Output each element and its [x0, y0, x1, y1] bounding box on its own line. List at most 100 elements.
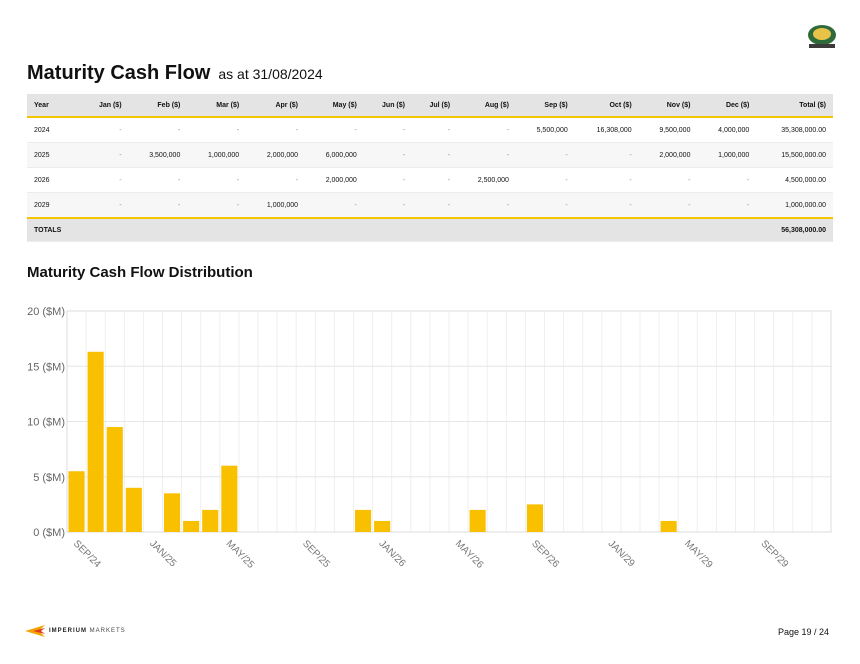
y-tick-label: 20 ($M) [27, 306, 65, 318]
table-cell: 2,500,000 [457, 167, 516, 193]
year-cell: 2026 [27, 167, 81, 193]
empty-cell [246, 217, 306, 242]
empty-cell [305, 217, 364, 242]
page-header: Maturity Cash Flow as at 31/08/2024 [27, 62, 323, 85]
table-cell: 4,000,000 [697, 117, 757, 143]
totals-row: TOTALS 56,308,000.00 [27, 217, 833, 242]
table-cell: 2,000,000 [305, 167, 364, 193]
table-cell: - [411, 167, 458, 193]
bar [526, 504, 543, 532]
table-cell: - [128, 117, 188, 143]
table-cell: 35,308,000.00 [756, 117, 833, 143]
column-header: Dec ($) [697, 94, 757, 118]
bar [374, 520, 391, 532]
column-header: Year [27, 94, 81, 118]
table-cell: 1,000,000 [187, 142, 247, 168]
imperium-arrow-icon [25, 625, 45, 637]
table-cell: - [187, 167, 247, 193]
table-row: 2026- - - -2,000,000- -2,500,000- - - -4,500,00… [27, 167, 833, 193]
page-subtitle: as at 31/08/2024 [218, 66, 323, 82]
column-header: Nov ($) [638, 94, 698, 118]
y-tick-label: 15 ($M) [27, 361, 65, 373]
table-row: 2029- - -1,000,000- - - - - - - -1,000,000.00 [27, 192, 833, 219]
empty-cell [638, 217, 698, 242]
table-row: 2024- - - - - - - -5,500,000 16,308,000 9,500,000… [27, 117, 833, 143]
table-cell: - [697, 167, 757, 193]
table-cell: 2,000,000 [638, 142, 698, 168]
bar [87, 351, 104, 532]
table-row: 2025-3,500,000 1,000,000 2,000,000 6,000,00… [27, 142, 833, 168]
x-tick-label: SEP/24 [71, 538, 103, 570]
table-cell: - [411, 117, 458, 143]
page-number: Page 19 / 24 [777, 627, 829, 637]
table-header-row: Year Jan ($) Feb ($) Mar ($) Apr ($) May ($) J… [27, 94, 833, 118]
table-cell: - [363, 117, 412, 143]
empty-cell [80, 217, 129, 242]
x-tick-label: MAY/26 [453, 538, 486, 571]
chart-title: Maturity Cash Flow Distribution [27, 264, 253, 281]
table-cell: - [187, 192, 247, 219]
column-header: Aug ($) [457, 94, 516, 118]
table-cell: - [128, 192, 188, 219]
table-cell: 1,000,000 [246, 192, 306, 219]
y-tick-label: 10 ($M) [27, 417, 65, 429]
bar [164, 493, 181, 532]
empty-cell [697, 217, 757, 242]
table-cell: - [363, 192, 412, 219]
maturity-cash-flow-table: Year Jan ($) Feb ($) Mar ($) Apr ($) May ($) J… [27, 94, 833, 242]
table-cell: - [246, 167, 306, 193]
empty-cell [574, 217, 639, 242]
table-cell: - [638, 192, 698, 219]
table-cell: - [80, 142, 129, 168]
totals-value: 56,308,000.00 [756, 217, 833, 242]
table-cell: - [515, 142, 575, 168]
bar [221, 465, 238, 532]
totals-label: TOTALS [27, 217, 81, 242]
table-cell: - [574, 192, 639, 219]
table-cell: - [80, 117, 129, 143]
table-cell: 5,500,000 [515, 117, 575, 143]
x-tick-label: MAY/25 [224, 538, 257, 571]
empty-cell [187, 217, 247, 242]
column-header: Jul ($) [411, 94, 458, 118]
empty-cell [515, 217, 575, 242]
x-tick-label: JAN/26 [376, 538, 407, 569]
table-cell: - [515, 192, 575, 219]
year-cell: 2029 [27, 192, 81, 219]
table-cell: 2,000,000 [246, 142, 306, 168]
column-header: Total ($) [756, 94, 833, 118]
footer-brand: IMPERIUM MARKETS [25, 625, 126, 637]
table-cell: 9,500,000 [638, 117, 698, 143]
table-cell: - [363, 167, 412, 193]
table-cell: - [574, 167, 639, 193]
table-cell: 1,000,000.00 [756, 192, 833, 219]
column-header: Mar ($) [187, 94, 247, 118]
table-cell: 3,500,000 [128, 142, 188, 168]
table-cell: - [187, 117, 247, 143]
table-cell: - [80, 192, 129, 219]
empty-cell [411, 217, 458, 242]
column-header: Sep ($) [515, 94, 575, 118]
x-tick-label: SEP/29 [758, 538, 790, 570]
table-cell: - [457, 192, 516, 219]
bar [355, 509, 372, 532]
bar [202, 509, 219, 532]
bar [106, 427, 123, 532]
y-tick-label: 0 ($M) [33, 527, 65, 539]
table-cell: 6,000,000 [305, 142, 364, 168]
x-tick-label: JAN/29 [606, 538, 637, 569]
table-cell: - [411, 192, 458, 219]
table-cell: 4,500,000.00 [756, 167, 833, 193]
column-header: Jan ($) [80, 94, 129, 118]
table-cell: - [305, 192, 364, 219]
table-cell: 15,500,000.00 [756, 142, 833, 168]
empty-cell [457, 217, 516, 242]
bar [125, 487, 142, 532]
column-header: Apr ($) [246, 94, 306, 118]
plot-frame [66, 310, 832, 533]
table-cell: - [697, 192, 757, 219]
bar [183, 520, 200, 532]
table-cell: - [305, 117, 364, 143]
x-tick-label: MAY/29 [682, 538, 715, 571]
page-title: Maturity Cash Flow [27, 62, 211, 84]
